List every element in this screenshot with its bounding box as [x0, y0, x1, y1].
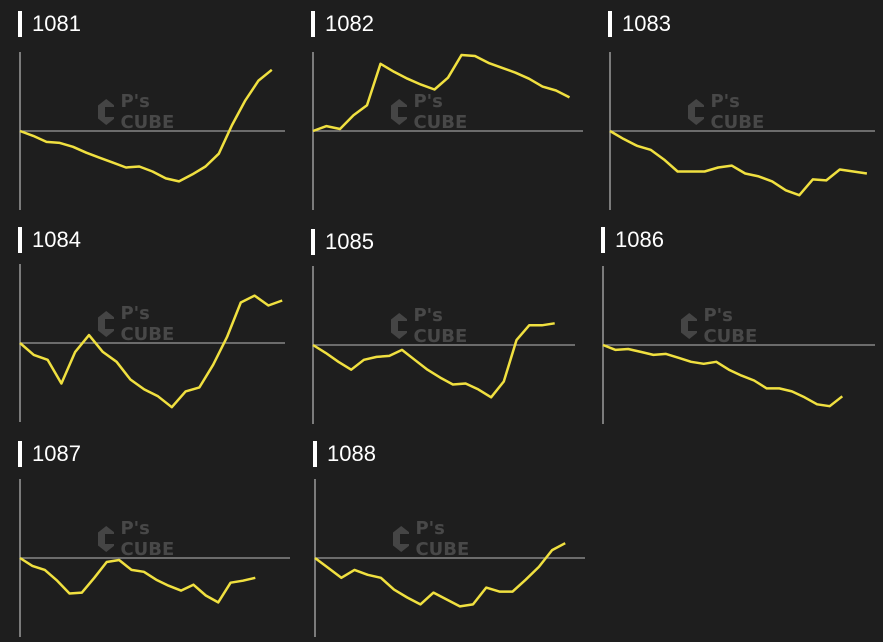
watermark-text: P's CUBE: [120, 303, 175, 345]
line-chart: [19, 479, 290, 637]
chart-title: 1082: [311, 10, 374, 38]
line-chart: [19, 264, 285, 422]
watermark-text: P's CUBE: [413, 305, 468, 347]
chart-title-text: 1081: [32, 11, 81, 36]
title-marker: [313, 441, 317, 467]
cube-logo-icon: [98, 311, 115, 337]
series-line: [312, 53, 571, 133]
chart-title: 1081: [18, 10, 81, 38]
chart-title: 1086: [601, 226, 664, 254]
chart-title-text: 1082: [325, 11, 374, 36]
chart-title-text: 1088: [327, 441, 376, 466]
cube-logo-icon: [98, 99, 115, 125]
cube-logo-icon: [393, 526, 410, 552]
line-chart: [602, 266, 875, 424]
line-chart: [314, 479, 585, 637]
series-line: [602, 343, 844, 408]
pscube-watermark-logo: P's CUBE: [98, 518, 182, 560]
pscube-watermark-logo: P's CUBE: [688, 91, 772, 133]
title-marker: [18, 227, 22, 253]
chart-title: 1084: [18, 226, 81, 254]
chart-title: 1083: [608, 10, 671, 38]
chart-title: 1087: [18, 440, 81, 468]
series-line: [314, 542, 566, 608]
chart-title-text: 1084: [32, 227, 81, 252]
cube-logo-icon: [391, 99, 408, 125]
pscube-watermark-logo: P's CUBE: [98, 303, 182, 345]
series-line: [609, 129, 868, 197]
line-chart: [312, 266, 575, 424]
cube-logo-icon: [681, 313, 698, 339]
line-chart: [609, 52, 875, 210]
series-line: [312, 322, 555, 399]
chart-title-text: 1085: [325, 229, 374, 254]
watermark-text: P's CUBE: [413, 91, 468, 133]
chart-title: 1085: [311, 228, 374, 256]
title-marker: [18, 441, 22, 467]
watermark-text: P's CUBE: [415, 518, 470, 560]
chart-title-text: 1083: [622, 11, 671, 36]
cube-logo-icon: [688, 99, 705, 125]
pscube-watermark-logo: P's CUBE: [391, 91, 475, 133]
pscube-watermark-logo: P's CUBE: [98, 91, 182, 133]
pscube-watermark-logo: P's CUBE: [391, 305, 475, 347]
watermark-text: P's CUBE: [120, 91, 175, 133]
watermark-text: P's CUBE: [703, 305, 758, 347]
chart-title-text: 1086: [615, 227, 664, 252]
line-chart: [19, 52, 285, 210]
cube-logo-icon: [98, 526, 115, 552]
chart-title-text: 1087: [32, 441, 81, 466]
series-line: [19, 294, 283, 409]
chart-title: 1088: [313, 440, 376, 468]
pscube-watermark-logo: P's CUBE: [681, 305, 765, 347]
title-marker: [18, 11, 22, 37]
series-line: [19, 556, 256, 604]
series-line: [19, 68, 273, 183]
cube-logo-icon: [391, 313, 408, 339]
title-marker: [311, 229, 315, 255]
title-marker: [601, 227, 605, 253]
line-chart: [312, 52, 583, 210]
watermark-text: P's CUBE: [710, 91, 765, 133]
watermark-text: P's CUBE: [120, 518, 175, 560]
title-marker: [608, 11, 612, 37]
title-marker: [311, 11, 315, 37]
pscube-watermark-logo: P's CUBE: [393, 518, 477, 560]
